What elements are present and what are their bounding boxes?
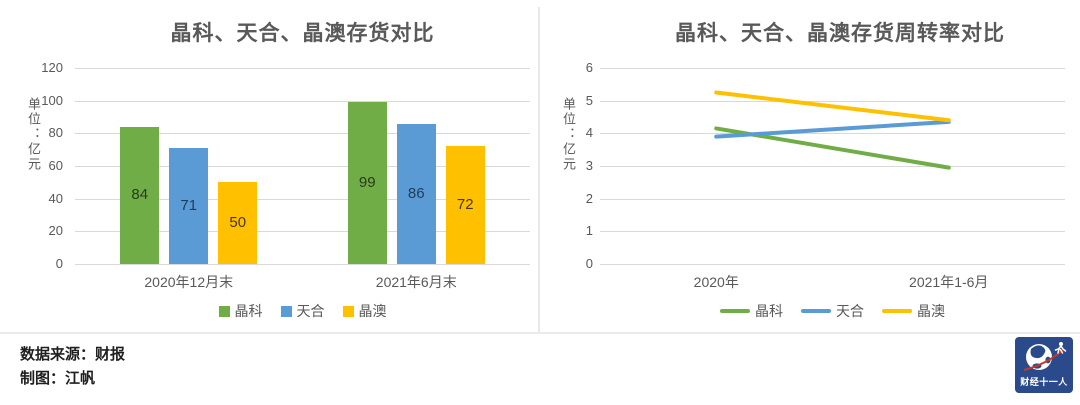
y-tick-label: 3 — [585, 158, 593, 173]
x-axis-label: 2020年12月末 — [144, 274, 234, 290]
gridline — [600, 198, 1065, 200]
chart-author-text: 制图：江帆 — [20, 370, 96, 387]
bar-value-label: 86 — [407, 184, 425, 202]
footer-divider — [0, 332, 1080, 334]
gridline — [75, 68, 530, 69]
gridline — [75, 133, 530, 135]
legend-label: 晶澳 — [917, 303, 945, 319]
legend-item: 天合 — [280, 301, 325, 321]
globe-figure-icon — [1023, 342, 1067, 371]
y-tick-label: 4 — [585, 125, 593, 141]
bar-天合 — [396, 123, 436, 264]
bar-chart-legend: 晶科 天合 晶澳 — [75, 301, 530, 321]
legend-label: 晶科 — [234, 303, 263, 319]
gridline — [75, 198, 530, 200]
bar-value-label: 72 — [456, 196, 474, 214]
line-series-layer — [714, 90, 951, 170]
line-series-天合 — [714, 119, 951, 139]
y-tick-label: 6 — [585, 60, 593, 75]
legend-square-swatch — [342, 305, 354, 317]
gridline — [600, 231, 1065, 233]
legend-item: 晶科 — [720, 301, 783, 321]
bar-value-label: 50 — [229, 214, 247, 232]
legend-label: 晶科 — [755, 303, 783, 319]
bar-chart-y-axis-title: 单位：亿元 — [26, 97, 41, 172]
bar-晶澳 — [445, 146, 485, 264]
line-chart-legend: 晶科 天合 晶澳 — [600, 301, 1065, 321]
x-axis-label: 2020年 — [693, 274, 739, 290]
caijing-eleven-logo: 财经十一人 — [1015, 337, 1073, 393]
y-tick-label: 60 — [48, 158, 63, 173]
logo-wordmark: 财经十一人 — [1020, 377, 1068, 387]
bar-天合 — [169, 148, 209, 264]
line-chart-x-labels: 2020年 2021年1-6月 — [600, 272, 1065, 292]
bar-chart-plot-area: 84 71 50 99 86 72 — [75, 68, 530, 265]
legend-line-swatch — [882, 309, 912, 313]
bar-value-label: 99 — [358, 174, 376, 192]
legend-item: 天合 — [801, 301, 864, 321]
x-axis-label: 2021年1-6月 — [909, 274, 989, 290]
legend-item: 晶科 — [218, 301, 263, 321]
y-tick-label: 20 — [48, 223, 63, 239]
y-tick-label: 40 — [48, 190, 63, 206]
footer-credits: 数据来源：财报 制图：江帆 — [20, 343, 125, 391]
y-tick-label: 80 — [48, 125, 63, 141]
y-tick-label: 2 — [585, 190, 593, 206]
data-source-text: 数据来源：财报 — [20, 346, 126, 363]
gridline — [600, 68, 1065, 69]
legend-label: 晶澳 — [358, 303, 387, 319]
gridline — [75, 264, 530, 265]
gridline — [75, 231, 530, 233]
gridline — [600, 166, 1065, 167]
line-chart-plot-area — [600, 68, 1065, 265]
bar-chart-y-ticks: 120 100 80 60 40 20 0 — [15, 60, 63, 271]
y-tick-label: 0 — [55, 256, 63, 271]
bar-晶科 — [347, 102, 387, 264]
y-tick-label: 120 — [41, 60, 63, 75]
line-chart-y-ticks: 6 5 4 3 2 1 0 — [545, 60, 593, 271]
bar-value-label: 84 — [131, 186, 149, 204]
bar-value-label: 71 — [180, 197, 198, 215]
legend-item: 晶澳 — [342, 301, 387, 321]
vertical-divider — [538, 7, 540, 332]
y-tick-label: 1 — [585, 223, 593, 239]
gridline — [600, 100, 1065, 102]
turnover-line-chart: 晶科、天合、晶澳存货周转率对比 单位：亿元 6 5 4 3 2 1 0 2020年 2021年… — [545, 5, 1075, 330]
legend-label: 天合 — [836, 303, 864, 319]
legend-label: 天合 — [296, 303, 325, 319]
inventory-bar-chart: 晶科、天合、晶澳存货对比 单位：亿元 120 100 80 60 40 20 0 84 71 5… — [10, 5, 535, 330]
legend-square-swatch — [280, 305, 292, 317]
legend-square-swatch — [218, 305, 230, 317]
line-series-晶澳 — [714, 90, 951, 123]
y-tick-label: 0 — [585, 256, 593, 271]
line-chart-title: 晶科、天合、晶澳存货周转率对比 — [675, 22, 1005, 45]
legend-item: 晶澳 — [882, 301, 945, 321]
legend-line-swatch — [801, 309, 831, 313]
bar-晶澳 — [218, 182, 258, 264]
y-tick-label: 100 — [41, 92, 63, 108]
y-tick-label: 5 — [585, 92, 593, 108]
x-axis-label: 2021年6月末 — [375, 274, 457, 290]
gridline — [600, 133, 1065, 135]
bar-晶科 — [120, 126, 160, 264]
line-chart-y-axis-title: 单位：亿元 — [561, 97, 576, 172]
bar-chart-title: 晶科、天合、晶澳存货对比 — [170, 22, 435, 45]
legend-line-swatch — [720, 309, 750, 313]
gridline — [75, 166, 530, 167]
bar-chart-x-labels: 2020年12月末 2021年6月末 — [75, 272, 530, 292]
gridline — [75, 100, 530, 102]
gridline — [600, 264, 1065, 265]
